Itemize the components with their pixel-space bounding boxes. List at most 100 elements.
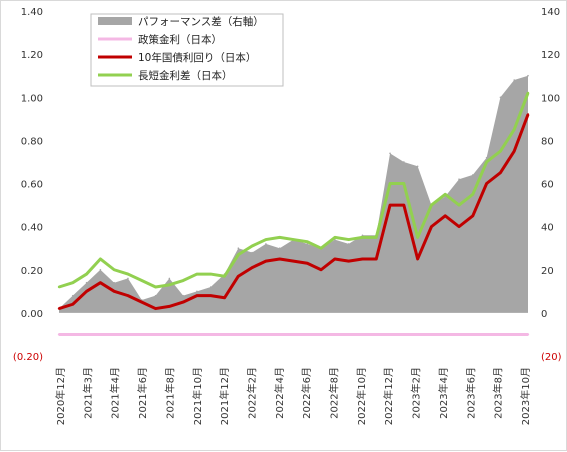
- x-tick-label: 2021年10月: [191, 367, 204, 425]
- line-point-2-6: [140, 300, 143, 304]
- left-tick-label: 0.40: [21, 223, 43, 234]
- line-point-3-21: [347, 238, 350, 241]
- series-area-0: [59, 75, 528, 313]
- right-tick-label: 20: [541, 266, 554, 277]
- line-point-1-22: [361, 333, 364, 336]
- right-axis-ticks: 140 120 100 80 60 40 20 0 (20): [541, 7, 562, 363]
- line-point-2-10: [195, 294, 199, 297]
- area-point-0-16: [278, 247, 281, 249]
- left-tick-label: 0.60: [21, 180, 43, 191]
- right-tick-label: (20): [541, 352, 562, 363]
- x-tick-label: 2022年10月: [355, 367, 368, 425]
- area-point-0-21: [347, 243, 350, 245]
- line-point-1-11: [209, 333, 212, 336]
- line-point-1-7: [154, 333, 157, 336]
- line-point-2-28: [444, 214, 447, 218]
- line-point-2-34: [526, 113, 530, 116]
- x-tick-label: 2023年6月: [464, 367, 477, 419]
- line-point-3-33: [513, 128, 516, 131]
- legend-label-10y-yield: 10年国債利回り（日本）: [138, 51, 256, 64]
- line-point-1-26: [416, 333, 419, 336]
- x-tick-label: 2022年4月: [273, 367, 286, 419]
- line-point-3-16: [278, 236, 281, 239]
- legend-label-policy-rate: 政策金利（日本）: [138, 33, 222, 46]
- legend-swatch-performance: [98, 17, 132, 25]
- line-point-1-28: [444, 333, 447, 336]
- x-tick-label: 2023年8月: [492, 367, 505, 419]
- line-point-3-7: [154, 285, 157, 289]
- right-tick-label: 120: [541, 50, 560, 61]
- area-point-0-13: [237, 247, 240, 249]
- line-point-1-21: [347, 333, 350, 336]
- left-tick-label: 1.40: [21, 7, 43, 18]
- line-point-2-21: [347, 259, 350, 263]
- area-point-0-14: [251, 251, 253, 254]
- area-point-0-22: [361, 234, 364, 237]
- line-point-2-31: [485, 182, 488, 185]
- line-point-1-1: [71, 333, 74, 336]
- line-point-1-29: [457, 333, 461, 336]
- left-tick-label: 1.00: [21, 93, 43, 104]
- left-tick-label: 0.20: [21, 266, 43, 277]
- line-point-2-15: [264, 259, 268, 263]
- line-point-2-13: [237, 275, 240, 278]
- line-point-2-14: [250, 266, 254, 269]
- line-point-3-29: [457, 203, 461, 207]
- x-tick-label: 2021年6月: [136, 367, 149, 419]
- line-point-2-22: [361, 257, 364, 261]
- line-point-1-33: [513, 333, 516, 336]
- line-point-2-1: [71, 303, 74, 306]
- area-point-0-1: [71, 294, 74, 297]
- right-tick-label: 0: [541, 309, 547, 320]
- line-point-3-22: [361, 236, 364, 239]
- line-point-1-23: [375, 333, 378, 336]
- area-point-0-11: [209, 286, 212, 288]
- line-point-2-27: [430, 225, 433, 228]
- line-point-2-24: [388, 203, 392, 207]
- line-point-3-27: [430, 203, 433, 207]
- line-point-1-34: [526, 333, 530, 336]
- line-point-3-12: [223, 275, 226, 278]
- line-point-2-25: [402, 203, 406, 207]
- line-point-1-15: [264, 333, 268, 336]
- x-tick-label: 2021年12月: [218, 367, 231, 425]
- line-point-3-3: [99, 257, 102, 261]
- line-point-3-25: [402, 182, 406, 185]
- line-point-3-28: [444, 193, 447, 196]
- left-tick-label: 0.80: [21, 136, 43, 147]
- line-point-3-31: [485, 160, 488, 164]
- right-tick-label: 40: [541, 223, 554, 234]
- line-point-1-17: [292, 333, 295, 336]
- line-point-3-1: [71, 281, 74, 284]
- x-axis-ticks: 2020年12月 2021年3月 2021年4月 2021年6月 2021年8月 2021…: [54, 367, 532, 425]
- line-point-3-0: [57, 285, 61, 289]
- line-point-2-16: [278, 257, 281, 261]
- line-point-3-34: [526, 91, 530, 95]
- line-point-2-18: [306, 262, 309, 265]
- area-point-0-5: [127, 277, 129, 280]
- line-point-1-14: [250, 333, 254, 336]
- left-tick-label: 1.20: [21, 50, 43, 61]
- right-tick-label: 100: [541, 93, 560, 104]
- x-tick-label: 2022年6月: [300, 367, 313, 419]
- right-tick-label: 60: [541, 180, 554, 191]
- area-point-0-9: [182, 294, 184, 297]
- area-point-0-2: [85, 281, 88, 284]
- area-point-0-30: [472, 174, 474, 176]
- line-point-3-14: [250, 244, 254, 248]
- line-point-3-26: [416, 236, 419, 239]
- line-point-2-12: [223, 296, 226, 299]
- area-point-0-10: [196, 290, 198, 293]
- area-point-0-7: [154, 294, 157, 297]
- area-point-0-15: [265, 243, 267, 245]
- line-point-2-0: [57, 307, 61, 310]
- line-point-1-30: [471, 333, 475, 336]
- x-tick-label: 2022年8月: [328, 367, 341, 419]
- line-point-2-23: [375, 257, 378, 261]
- line-point-3-11: [209, 272, 212, 276]
- line-point-3-4: [112, 268, 116, 271]
- line-point-2-2: [85, 290, 88, 293]
- line-point-2-30: [471, 214, 475, 218]
- left-tick-label: 0.00: [21, 309, 43, 320]
